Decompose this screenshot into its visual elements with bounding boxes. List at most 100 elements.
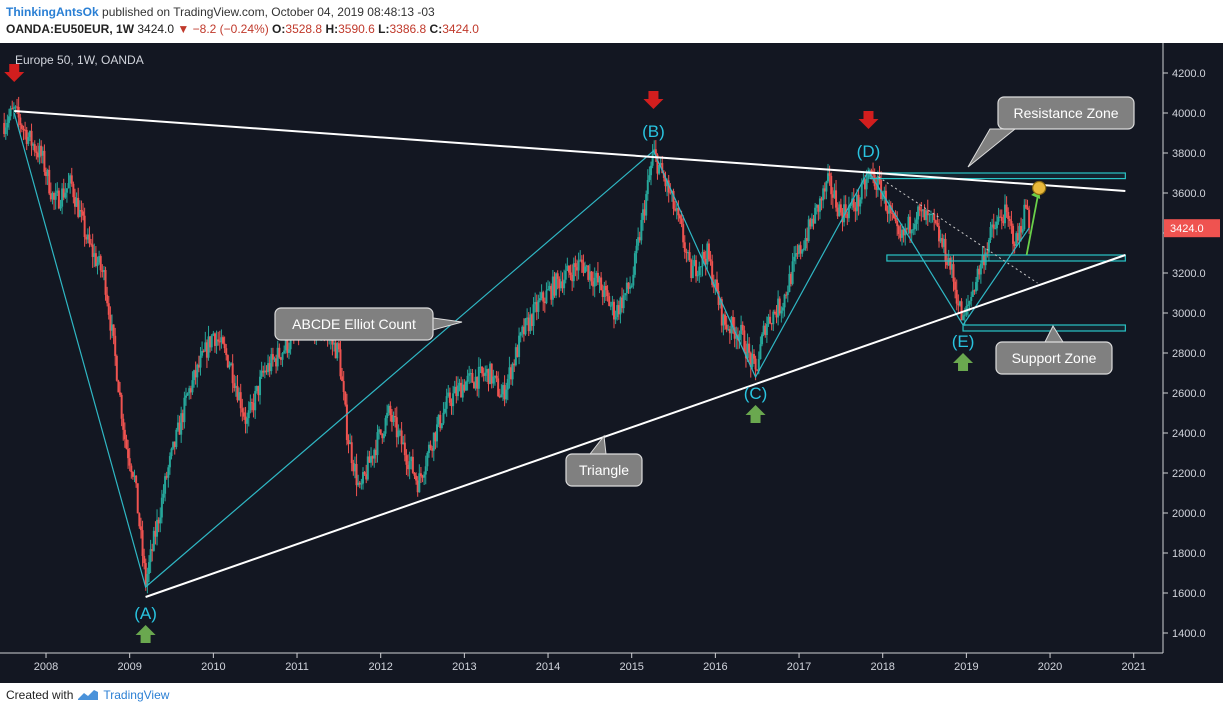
candle-body <box>580 259 583 263</box>
candle-body <box>765 323 768 336</box>
candle-body <box>497 378 500 397</box>
candle-body <box>405 455 408 465</box>
candle-body <box>646 180 649 195</box>
candle-body <box>178 422 181 435</box>
candle-body <box>746 343 749 359</box>
candle-body <box>156 519 159 537</box>
candle-body <box>250 402 253 404</box>
candle-body <box>453 386 456 394</box>
candle-body <box>688 252 691 260</box>
candle-body <box>77 197 80 217</box>
candle-body <box>855 194 858 212</box>
annotation-callout: Resistance Zone <box>967 96 1135 168</box>
candle-body <box>696 275 699 277</box>
callout-box <box>997 96 1135 130</box>
chart-area[interactable]: (A) (B) (C) (D) (E) ABCDE Elliot Count Triangl… <box>0 43 1223 683</box>
candle-body <box>678 215 681 219</box>
candle-body <box>905 228 908 230</box>
candle-body <box>16 106 19 108</box>
y-tick-label: 2600.0 <box>1172 388 1206 400</box>
candle-body <box>981 255 984 264</box>
candle-body <box>500 394 503 398</box>
candle-body <box>666 180 669 187</box>
candle-body <box>123 429 126 440</box>
candle-body <box>88 234 91 244</box>
candle-body <box>271 354 274 360</box>
candle-body <box>770 323 773 325</box>
candle-body <box>122 418 125 430</box>
candle-body <box>239 392 242 409</box>
candle-body <box>125 439 128 449</box>
candle-body <box>989 226 992 241</box>
candle-body <box>411 456 414 473</box>
y-tick-label: 3200.0 <box>1172 268 1206 280</box>
candle-body <box>880 180 883 200</box>
candle-body <box>920 210 923 212</box>
candle-body <box>452 393 455 407</box>
candle-body <box>191 380 194 393</box>
candle-body <box>389 405 392 416</box>
candle-body <box>767 316 770 324</box>
candle-body <box>154 530 157 537</box>
callout-text: Support Zone <box>1012 350 1097 366</box>
candle-body <box>936 222 939 227</box>
candle-body <box>455 386 458 397</box>
candle-body <box>522 326 525 335</box>
candle-body <box>199 355 202 368</box>
candle-body <box>67 183 70 189</box>
candle-body <box>674 208 677 211</box>
candle-body <box>910 229 913 234</box>
candle-body <box>556 273 559 279</box>
candle-body <box>1020 226 1023 233</box>
author-link[interactable]: ThinkingAntsOk <box>6 5 99 19</box>
candle-body <box>997 216 1000 222</box>
candle-body <box>595 272 598 278</box>
candle-body <box>194 370 197 378</box>
candle-body <box>682 224 685 243</box>
candle-body <box>901 229 904 238</box>
candle-body <box>149 549 152 563</box>
candle-body <box>408 461 411 470</box>
candle-body <box>616 305 619 318</box>
x-tick-label: 2012 <box>368 661 392 673</box>
candle-body <box>558 278 561 289</box>
candle-body <box>289 335 292 350</box>
candle-body <box>445 396 448 409</box>
candle-body <box>461 384 464 398</box>
wave-label: (A) <box>134 604 157 623</box>
annotation-callout: ABCDE Elliot Count <box>274 307 463 341</box>
candle-body <box>384 418 387 434</box>
tradingview-brand-link[interactable]: TradingView <box>103 688 170 702</box>
candle-body <box>407 464 410 470</box>
down-triangle-icon: ▼ <box>177 22 190 36</box>
candle-body <box>482 373 485 376</box>
candle-body <box>585 265 588 267</box>
axis-layer: 1400.0 1600.0 1800.0 2000.0 2200.0 2400.0 2600… <box>0 43 1223 683</box>
candle-body <box>971 290 974 297</box>
candle-body <box>1007 211 1010 220</box>
candle-body <box>563 279 566 289</box>
candle-body <box>341 376 344 382</box>
candle-body <box>579 259 582 261</box>
candle-body <box>577 260 580 271</box>
candle-body <box>43 150 46 172</box>
candle-body <box>1010 221 1013 226</box>
candle-body <box>484 372 487 376</box>
candle-body <box>613 301 616 320</box>
candle-body <box>176 422 179 430</box>
candle-body <box>603 285 606 297</box>
candle-body <box>112 324 115 336</box>
candle-body <box>966 304 969 306</box>
candle-body <box>875 186 878 190</box>
candle-body <box>82 211 85 216</box>
candle-body <box>590 271 593 282</box>
candle-body <box>421 476 424 478</box>
candle-body <box>656 154 659 174</box>
candle-body <box>802 248 805 250</box>
candle-body <box>820 198 823 201</box>
high-value: 3590.6 <box>338 22 375 36</box>
candle-body <box>759 344 762 360</box>
candle-body <box>283 350 286 354</box>
open-label: O: <box>272 22 286 36</box>
candle-body <box>73 197 76 207</box>
